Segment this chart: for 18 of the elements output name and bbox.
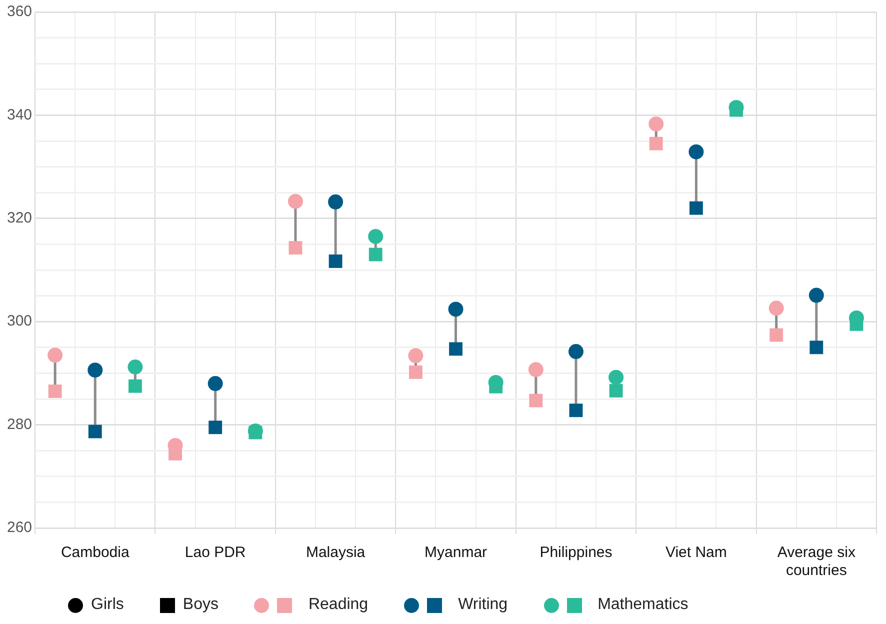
y-tick-label: 260	[6, 519, 32, 536]
legend-label: Mathematics	[598, 596, 688, 614]
y-tick-label: 280	[6, 416, 32, 433]
y-tick-label: 340	[6, 106, 32, 124]
legend-label: Reading	[308, 596, 368, 614]
x-tick-label: Viet Nam	[665, 544, 727, 562]
x-tick-label: Average six countries	[777, 544, 856, 580]
x-tick-label: Myanmar	[424, 544, 488, 562]
text: Boys	[182, 596, 218, 614]
x-tick-label: Philippines	[540, 544, 612, 562]
y-tick-label: 360	[6, 3, 32, 20]
x-tick-label: Lao PDR	[184, 544, 246, 562]
text: Girls	[91, 596, 124, 614]
legend-label: Writing	[458, 596, 508, 614]
x-tick-label: Cambodia	[60, 544, 130, 562]
y-tick-label: 300	[6, 312, 32, 330]
y-tick-label: 320	[6, 210, 32, 227]
x-tick-label: Malaysia	[306, 544, 366, 562]
